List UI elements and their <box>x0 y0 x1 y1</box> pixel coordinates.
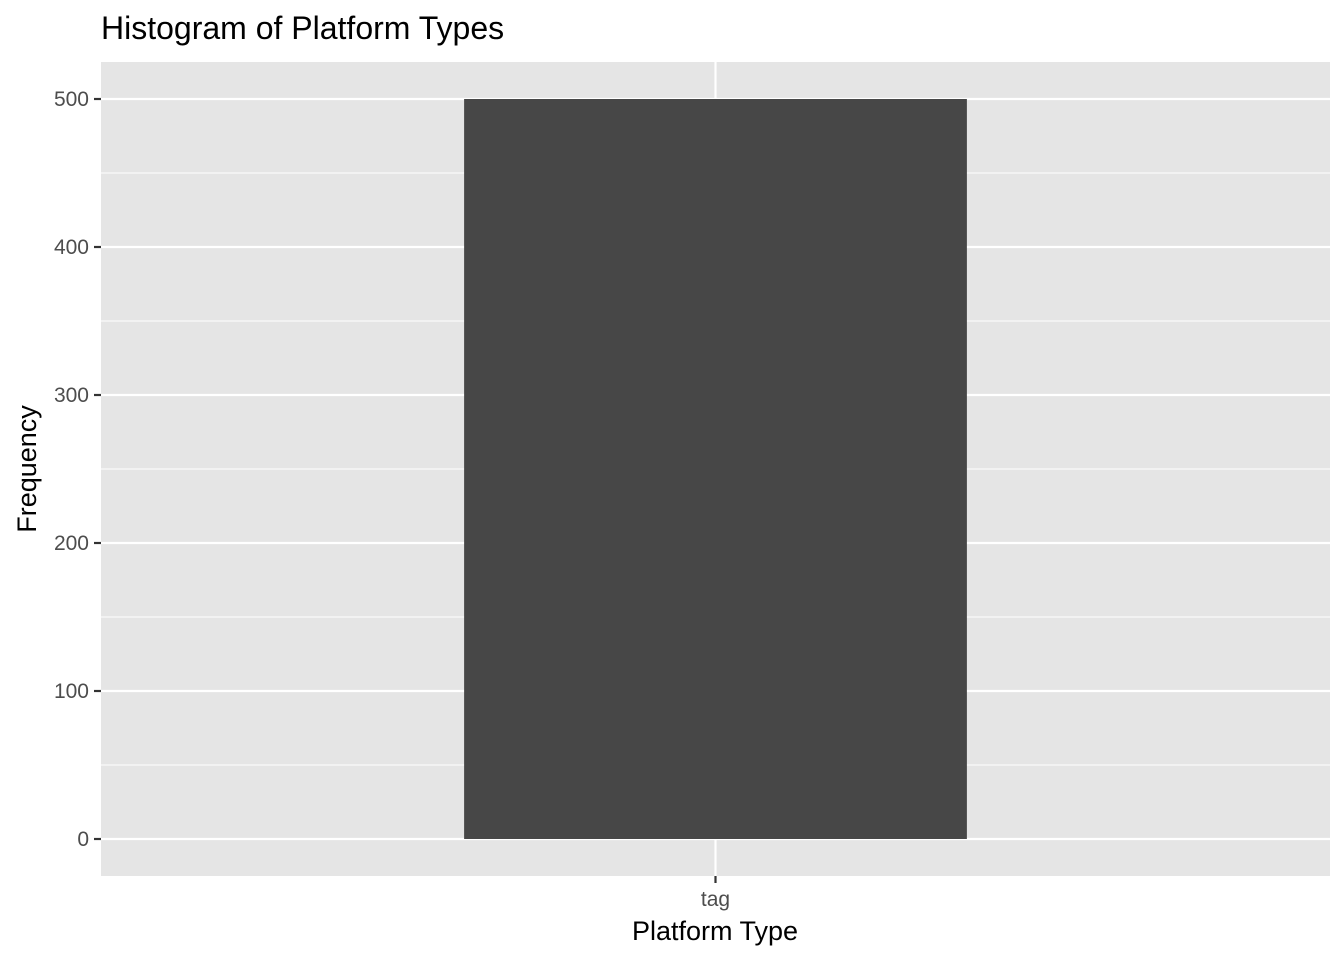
bars <box>464 99 967 839</box>
x-tick-label: tag <box>701 888 730 911</box>
y-tick-label: 400 <box>54 236 89 259</box>
y-axis-title: Frequency <box>12 405 42 533</box>
y-tick-label: 200 <box>54 532 89 555</box>
bar-tag <box>464 99 967 839</box>
y-axis: 0 100 200 300 400 500 <box>54 88 101 851</box>
y-tick-label: 300 <box>54 384 89 407</box>
y-tick-label: 500 <box>54 88 89 111</box>
y-tick-label: 100 <box>54 680 89 703</box>
y-tick-label: 0 <box>77 828 89 851</box>
x-axis: tag <box>701 876 730 911</box>
x-axis-title: Platform Type <box>632 916 798 946</box>
chart-title: Histogram of Platform Types <box>101 10 504 46</box>
